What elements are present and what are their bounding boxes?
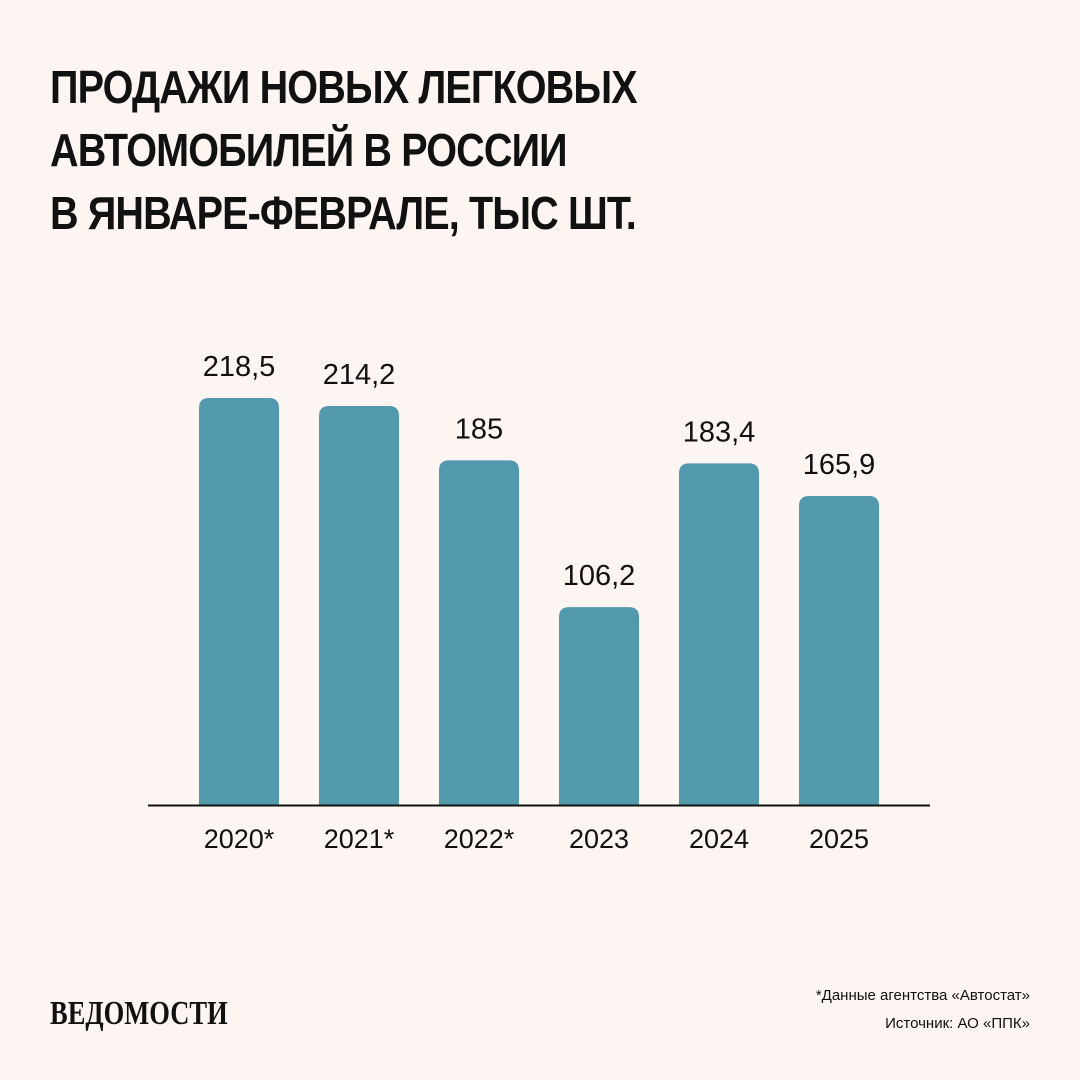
title-line-1: ПРОДАЖИ НОВЫХ ЛЕГКОВЫХ <box>50 61 638 113</box>
category-label-1: 2020* <box>204 824 275 854</box>
data-note: *Данные агентства «Автостат» <box>815 987 1030 1004</box>
value-label-4: 106,2 <box>563 560 636 592</box>
bar-3 <box>439 460 519 805</box>
category-label-5: 2024 <box>689 824 749 854</box>
category-label-3: 2022* <box>444 824 515 854</box>
category-label-4: 2023 <box>569 824 629 854</box>
bar-4 <box>559 607 639 805</box>
category-labels-group: 2020* 2021* 2022* 2023 2024 2025 <box>204 824 869 854</box>
value-label-2: 214,2 <box>323 359 396 391</box>
value-label-6: 165,9 <box>803 449 876 481</box>
chart-title: ПРОДАЖИ НОВЫХ ЛЕГКОВЫХ АВТОМОБИЛЕЙ В РОС… <box>50 56 824 245</box>
bar-6 <box>799 495 879 805</box>
value-label-3: 185 <box>455 413 503 445</box>
title-line-2: АВТОМОБИЛЕЙ В РОССИИ <box>50 124 568 176</box>
vedomosti-logo: ВЕДОМОСТИ <box>50 995 228 1032</box>
bar-2 <box>319 406 399 805</box>
title-line-3: В ЯНВАРЕ-ФЕВРАЛЕ, ТЫС ШТ. <box>50 187 637 239</box>
bar-5 <box>679 463 759 805</box>
source-note: Источник: АО «ППК» <box>885 1015 1030 1032</box>
category-label-2: 2021* <box>324 824 395 854</box>
footnotes: *Данные агентства «Автостат» Источник: А… <box>816 982 1030 1038</box>
value-labels-group: 218,5 214,2 185 106,2 183,4 165,9 <box>203 351 876 592</box>
bars-group <box>199 398 879 805</box>
bar-1 <box>199 398 279 805</box>
category-label-6: 2025 <box>809 824 869 854</box>
value-label-5: 183,4 <box>683 416 756 448</box>
value-label-1: 218,5 <box>203 351 276 383</box>
